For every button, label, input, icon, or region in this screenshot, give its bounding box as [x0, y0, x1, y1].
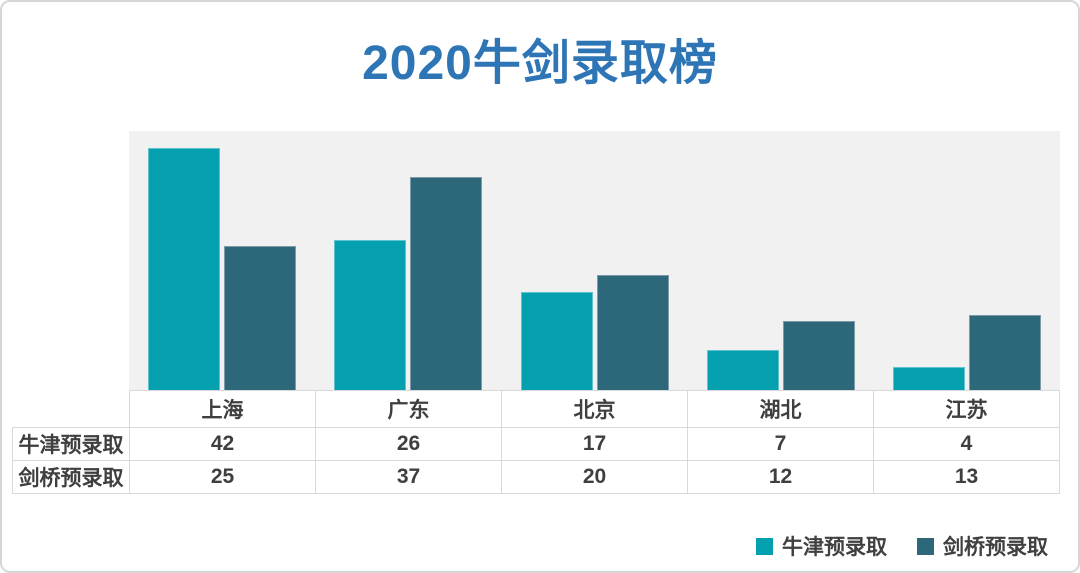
bar-series1-cat1: [410, 177, 483, 390]
bar-group-1: [315, 131, 501, 390]
cell-series1-cat1: 37: [315, 460, 502, 494]
row-label-0: 牛津预录取: [12, 427, 130, 461]
bar-group-2: [501, 131, 687, 390]
table-row-0: 牛津预录取 42 26 17 7 4: [12, 427, 1060, 461]
table-row-1: 剑桥预录取 25 37 20 12 13: [12, 460, 1060, 494]
data-table-wrap: 上海 广东 北京 湖北 江苏 牛津预录取 42 26 17 7 4 剑桥预录取 25 37 20 12 13: [12, 390, 1060, 494]
bar-series1-cat0: [224, 246, 297, 390]
bar-series0-cat0: [148, 148, 221, 390]
bar-series0-cat2: [520, 292, 593, 390]
table-header-4: 江苏: [873, 390, 1060, 428]
legend-swatch-icon: [756, 537, 773, 555]
cell-series0-cat1: 26: [315, 427, 502, 461]
bar-group-4: [874, 131, 1060, 390]
cell-series0-cat4: 4: [873, 427, 1060, 461]
cell-series1-cat3: 12: [687, 460, 874, 494]
cell-series1-cat4: 13: [873, 460, 1060, 494]
bar-series0-cat4: [892, 366, 965, 390]
bar-series0-cat3: [706, 349, 779, 390]
row-label-1: 剑桥预录取: [12, 460, 130, 494]
legend-label: 牛津预录取: [782, 536, 887, 559]
table-header-row: 上海 广东 北京 湖北 江苏: [13, 390, 1060, 428]
plot-area: [129, 131, 1060, 390]
table-header-1: 广东: [315, 390, 502, 428]
chart-title: 2020牛剑录取榜: [362, 37, 718, 90]
table-header-2: 北京: [501, 390, 688, 428]
table-body: 牛津预录取 42 26 17 7 4 剑桥预录取 25 37 20 12 13: [12, 427, 1060, 494]
legend-item-1: 剑桥预录取: [917, 531, 1048, 561]
legend-label: 剑桥预录取: [943, 536, 1048, 559]
bar-group-0: [129, 131, 315, 390]
cell-series1-cat2: 20: [501, 460, 688, 494]
bar-series1-cat4: [968, 315, 1041, 390]
table-corner-blank: [13, 391, 130, 428]
cell-series0-cat3: 7: [687, 427, 874, 461]
legend-item-0: 牛津预录取: [756, 531, 887, 561]
bar-series1-cat3: [782, 320, 855, 390]
cell-series0-cat0: 42: [129, 427, 316, 461]
legend: 牛津预录取 剑桥预录取: [756, 531, 1048, 561]
data-table: 上海 广东 北京 湖北 江苏 牛津预录取 42 26 17 7 4 剑桥预录取 25 37 20 12 13: [12, 390, 1060, 494]
bar-series1-cat2: [596, 274, 669, 390]
table-header-3: 湖北: [687, 390, 874, 428]
cell-series0-cat2: 17: [501, 427, 688, 461]
bar-group-3: [688, 131, 874, 390]
table-header-0: 上海: [129, 390, 316, 428]
cell-series1-cat0: 25: [129, 460, 316, 494]
bar-series0-cat1: [334, 240, 407, 390]
legend-swatch-icon: [917, 537, 934, 555]
